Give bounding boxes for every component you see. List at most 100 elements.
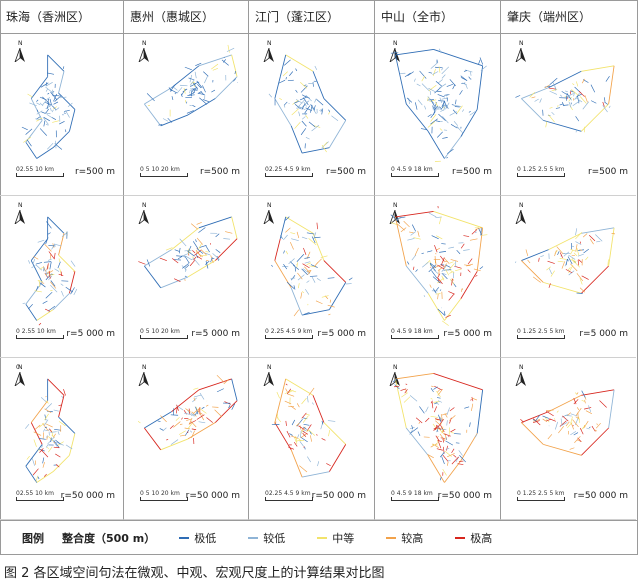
road-segment bbox=[32, 258, 36, 265]
road-segment bbox=[37, 476, 40, 480]
road-segment bbox=[205, 245, 210, 253]
road-segment bbox=[307, 456, 311, 463]
road-segment bbox=[445, 94, 450, 97]
road-segment bbox=[575, 228, 578, 236]
scale-label: 0 2.25 4.5 9 km bbox=[265, 328, 313, 335]
road-segment bbox=[448, 294, 455, 301]
road-segment bbox=[435, 424, 438, 431]
road-segment bbox=[464, 264, 471, 266]
road-segment bbox=[55, 140, 57, 149]
road-segment bbox=[50, 107, 52, 112]
road-segment bbox=[409, 231, 414, 234]
road-segment bbox=[178, 247, 181, 254]
road-segment bbox=[189, 79, 195, 86]
road-segment bbox=[38, 422, 45, 428]
road-segment bbox=[442, 137, 448, 139]
map-panel: N 0 4.5 9 18 km r=500 m bbox=[375, 34, 501, 196]
road-segment bbox=[48, 436, 54, 442]
road-segment bbox=[515, 95, 521, 98]
road-segment bbox=[432, 423, 438, 430]
road-segment bbox=[521, 98, 544, 121]
road-segment bbox=[311, 124, 320, 132]
road-segment bbox=[227, 44, 230, 53]
road-segment bbox=[184, 255, 190, 264]
road-segment bbox=[303, 423, 310, 426]
road-segment bbox=[442, 100, 445, 109]
street-network-map bbox=[144, 44, 238, 127]
street-network-map bbox=[390, 48, 487, 162]
road-segment bbox=[406, 97, 413, 103]
legend-item-high: 较高 bbox=[386, 530, 423, 546]
road-segment bbox=[438, 66, 441, 73]
legend-item-low: 较低 bbox=[248, 530, 285, 546]
road-segment bbox=[299, 425, 302, 430]
road-segment bbox=[442, 116, 449, 124]
road-segment bbox=[531, 96, 536, 99]
road-segment bbox=[302, 431, 309, 435]
road-segment bbox=[298, 283, 300, 289]
road-segment bbox=[465, 84, 468, 89]
scale-bar bbox=[265, 173, 313, 177]
road-segment bbox=[304, 105, 311, 114]
road-segment bbox=[45, 291, 53, 299]
road-segment bbox=[215, 249, 221, 253]
road-segment bbox=[51, 105, 57, 110]
legend-item-very-high: 极高 bbox=[455, 530, 492, 546]
road-segment bbox=[185, 255, 192, 260]
road-segment bbox=[279, 216, 287, 239]
road-segment bbox=[459, 455, 466, 463]
road-segment bbox=[593, 429, 597, 432]
legend-label: 极低 bbox=[194, 532, 217, 545]
road-segment bbox=[146, 259, 151, 267]
road-segment bbox=[316, 98, 324, 106]
road-segment bbox=[138, 420, 141, 424]
road-segment bbox=[228, 405, 231, 409]
road-segment bbox=[216, 255, 219, 261]
road-segment bbox=[62, 66, 65, 69]
road-segment bbox=[301, 412, 307, 419]
road-segment bbox=[326, 463, 331, 467]
road-segment bbox=[405, 103, 429, 132]
road-segment bbox=[327, 277, 335, 279]
road-segment bbox=[165, 247, 173, 251]
road-segment bbox=[285, 420, 287, 426]
road-segment bbox=[314, 98, 317, 103]
road-segment bbox=[36, 102, 41, 106]
road-segment bbox=[223, 238, 231, 240]
road-segment bbox=[425, 417, 430, 423]
road-segment bbox=[437, 400, 443, 403]
north-label: N bbox=[519, 202, 524, 209]
road-segment bbox=[328, 430, 331, 437]
road-segment bbox=[195, 253, 199, 259]
road-segment bbox=[45, 123, 49, 126]
road-segment bbox=[602, 105, 608, 113]
road-segment bbox=[456, 126, 464, 134]
road-segment bbox=[447, 453, 455, 458]
street-network-map bbox=[390, 206, 488, 326]
road-segment bbox=[306, 270, 311, 272]
north-arrow-icon: N bbox=[14, 202, 28, 228]
road-segment bbox=[312, 402, 314, 405]
road-segment bbox=[584, 399, 586, 404]
road-segment bbox=[321, 438, 326, 441]
road-segment bbox=[198, 227, 206, 233]
road-segment bbox=[306, 280, 310, 283]
road-segment bbox=[574, 392, 578, 395]
road-segment bbox=[286, 388, 292, 395]
road-segment bbox=[471, 397, 478, 401]
road-segment bbox=[443, 263, 448, 269]
road-segment bbox=[42, 423, 49, 432]
road-segment bbox=[40, 82, 49, 88]
road-segment bbox=[427, 293, 445, 321]
road-segment bbox=[557, 251, 560, 256]
road-segment bbox=[184, 427, 191, 430]
road-segment bbox=[564, 415, 572, 417]
road-segment bbox=[415, 417, 423, 424]
north-arrow-icon: N bbox=[263, 364, 277, 390]
road-segment bbox=[285, 76, 287, 80]
road-segment bbox=[543, 119, 582, 132]
road-segment bbox=[160, 415, 167, 423]
road-segment bbox=[437, 389, 440, 393]
road-segment bbox=[73, 288, 78, 296]
road-segment bbox=[58, 404, 62, 406]
